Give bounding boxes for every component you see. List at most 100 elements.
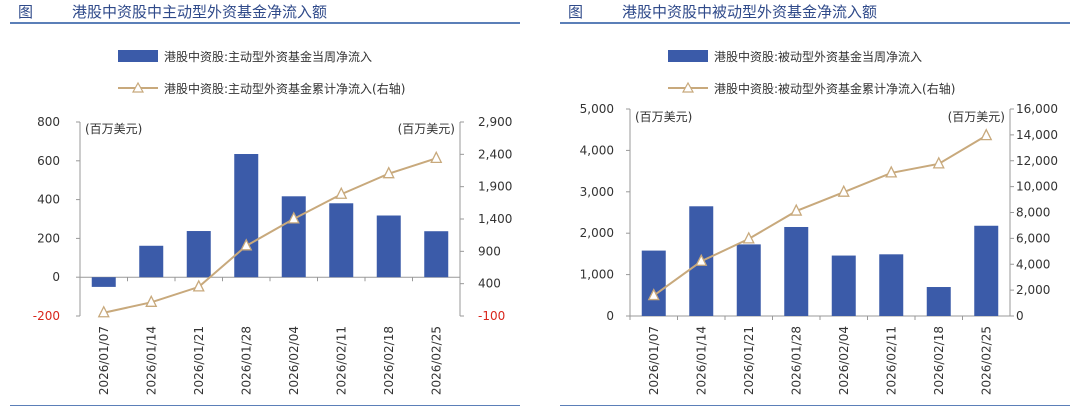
bar xyxy=(186,231,211,278)
line-point xyxy=(695,253,708,266)
bar xyxy=(879,254,904,316)
y-axis-left-unit: (百万美元) xyxy=(635,110,692,124)
chart-panel-right: 图 港股中资股中被动型外资基金净流入额 港股中资股:被动型外资基金当周净流入 港股… xyxy=(550,0,1080,408)
legend-marker-triangle xyxy=(131,81,145,93)
x-tick-label: 2026/01/14 xyxy=(694,326,708,395)
x-tick-label: 2026/02/18 xyxy=(382,326,396,395)
x-tick-label: 2026/02/25 xyxy=(429,326,443,395)
chart-title-row: 图 港股中资股中主动型外资基金净流入额 xyxy=(10,0,520,24)
line-point xyxy=(647,288,660,301)
y-tick-left-label: 400 xyxy=(37,193,60,207)
y-tick-left-label: 200 xyxy=(37,231,60,245)
legend-label-bar: 港股中资股:主动型外资基金当周净流入 xyxy=(164,49,372,64)
y-tick-right-label: 400 xyxy=(478,277,501,291)
line-point xyxy=(430,150,443,163)
bar xyxy=(831,255,856,316)
y-axis-left-unit: (百万美元) xyxy=(85,122,142,136)
y-tick-right-label: 10,000 xyxy=(1016,180,1058,194)
x-tick-label: 2026/01/07 xyxy=(647,326,661,395)
bar xyxy=(376,215,401,278)
y-tick-left-label: 0 xyxy=(606,309,614,323)
y-tick-right-label: 2,000 xyxy=(1016,283,1050,297)
y-tick-left-label: 0 xyxy=(52,270,60,284)
x-tick-label: 2026/01/14 xyxy=(144,326,158,395)
bottom-divider xyxy=(10,405,520,406)
y-tick-right-label: 2,400 xyxy=(478,147,512,161)
line-point xyxy=(145,294,158,307)
line-point xyxy=(885,165,898,178)
y-tick-right-label: 1,900 xyxy=(478,180,512,194)
line-point xyxy=(790,203,803,216)
cumulative-line xyxy=(653,134,987,297)
y-tick-left-label: 5,000 xyxy=(580,102,614,116)
bar xyxy=(784,226,809,316)
legend-swatch-bar xyxy=(118,50,158,62)
bar xyxy=(234,154,259,278)
y-tick-left-label: 2,000 xyxy=(580,226,614,240)
legend-label-line: 港股中资股:被动型外资基金累计净流入(右轴) xyxy=(714,81,955,96)
chart-svg: 港股中资股:被动型外资基金当周净流入港股中资股:被动型外资基金累计净流入(右轴)… xyxy=(580,49,1058,395)
x-tick-label: 2026/01/28 xyxy=(789,326,803,395)
x-tick-label: 2026/02/11 xyxy=(334,326,348,395)
y-tick-right-label: 4,000 xyxy=(1016,257,1050,271)
y-tick-right-label: 6,000 xyxy=(1016,231,1050,245)
y-tick-right-label: 900 xyxy=(478,244,501,258)
y-tick-left-label: 800 xyxy=(37,115,60,129)
bar xyxy=(329,203,354,278)
y-tick-left-label: 4,000 xyxy=(580,143,614,157)
chart-title: 港股中资股中主动型外资基金净流入额 xyxy=(72,3,328,21)
y-tick-left-label: -200 xyxy=(33,309,60,323)
x-tick-label: 2026/02/04 xyxy=(837,326,851,395)
y-tick-left-label: 1,000 xyxy=(580,268,614,282)
legend-swatch-bar xyxy=(668,50,708,62)
bar xyxy=(91,277,116,287)
bottom-divider xyxy=(560,405,1070,406)
line-point xyxy=(192,279,205,292)
y-tick-right-label: 0 xyxy=(1016,309,1024,323)
line-point xyxy=(932,156,945,169)
y-tick-right-label: 2,900 xyxy=(478,115,512,129)
x-tick-label: 2026/01/28 xyxy=(239,326,253,395)
bar xyxy=(641,250,666,316)
bar xyxy=(736,244,761,316)
legend-label-line: 港股中资股:主动型外资基金累计净流入(右轴) xyxy=(164,81,405,96)
line-point xyxy=(240,238,253,251)
y-tick-left-label: 3,000 xyxy=(580,185,614,199)
line-point xyxy=(335,186,348,199)
y-axis-right-unit: (百万美元) xyxy=(948,110,1005,124)
bar xyxy=(424,231,449,278)
bar xyxy=(281,196,306,278)
line-point xyxy=(742,231,755,244)
x-tick-label: 2026/01/21 xyxy=(742,326,756,395)
chart-svg: 港股中资股:主动型外资基金当周净流入港股中资股:主动型外资基金累计净流入(右轴)… xyxy=(33,49,513,395)
cumulative-line xyxy=(103,157,437,314)
line-point xyxy=(980,128,993,141)
bar xyxy=(926,287,951,316)
y-axis-right-unit: (百万美元) xyxy=(398,122,455,136)
line-point xyxy=(837,184,850,197)
y-tick-right-label: 12,000 xyxy=(1016,154,1058,168)
y-tick-left-label: 600 xyxy=(37,154,60,168)
bar xyxy=(974,225,999,316)
x-tick-label: 2026/02/25 xyxy=(979,326,993,395)
y-tick-right-label: 1,400 xyxy=(478,212,512,226)
line-point xyxy=(97,305,110,318)
y-tick-right-label: 14,000 xyxy=(1016,128,1058,142)
y-tick-right-label: 8,000 xyxy=(1016,206,1050,220)
chart-panel-left: 图 港股中资股中主动型外资基金净流入额 港股中资股:主动型外资基金当周净流入 港股… xyxy=(0,0,530,408)
legend-label-bar: 港股中资股:被动型外资基金当周净流入 xyxy=(714,49,922,64)
chart-title-row: 图 港股中资股中被动型外资基金净流入额 xyxy=(560,0,1070,24)
figure-label: 图 xyxy=(18,3,34,21)
figure-label: 图 xyxy=(568,3,584,21)
y-tick-right-label: -100 xyxy=(478,309,505,323)
x-tick-label: 2026/01/21 xyxy=(192,326,206,395)
x-tick-label: 2026/02/11 xyxy=(884,326,898,395)
bar xyxy=(139,245,164,278)
line-point xyxy=(287,211,300,224)
x-tick-label: 2026/01/07 xyxy=(97,326,111,395)
legend-marker-triangle xyxy=(681,81,695,93)
chart-title: 港股中资股中被动型外资基金净流入额 xyxy=(622,3,878,21)
y-tick-right-label: 16,000 xyxy=(1016,102,1058,116)
x-tick-label: 2026/02/04 xyxy=(287,326,301,395)
line-point xyxy=(382,166,395,179)
